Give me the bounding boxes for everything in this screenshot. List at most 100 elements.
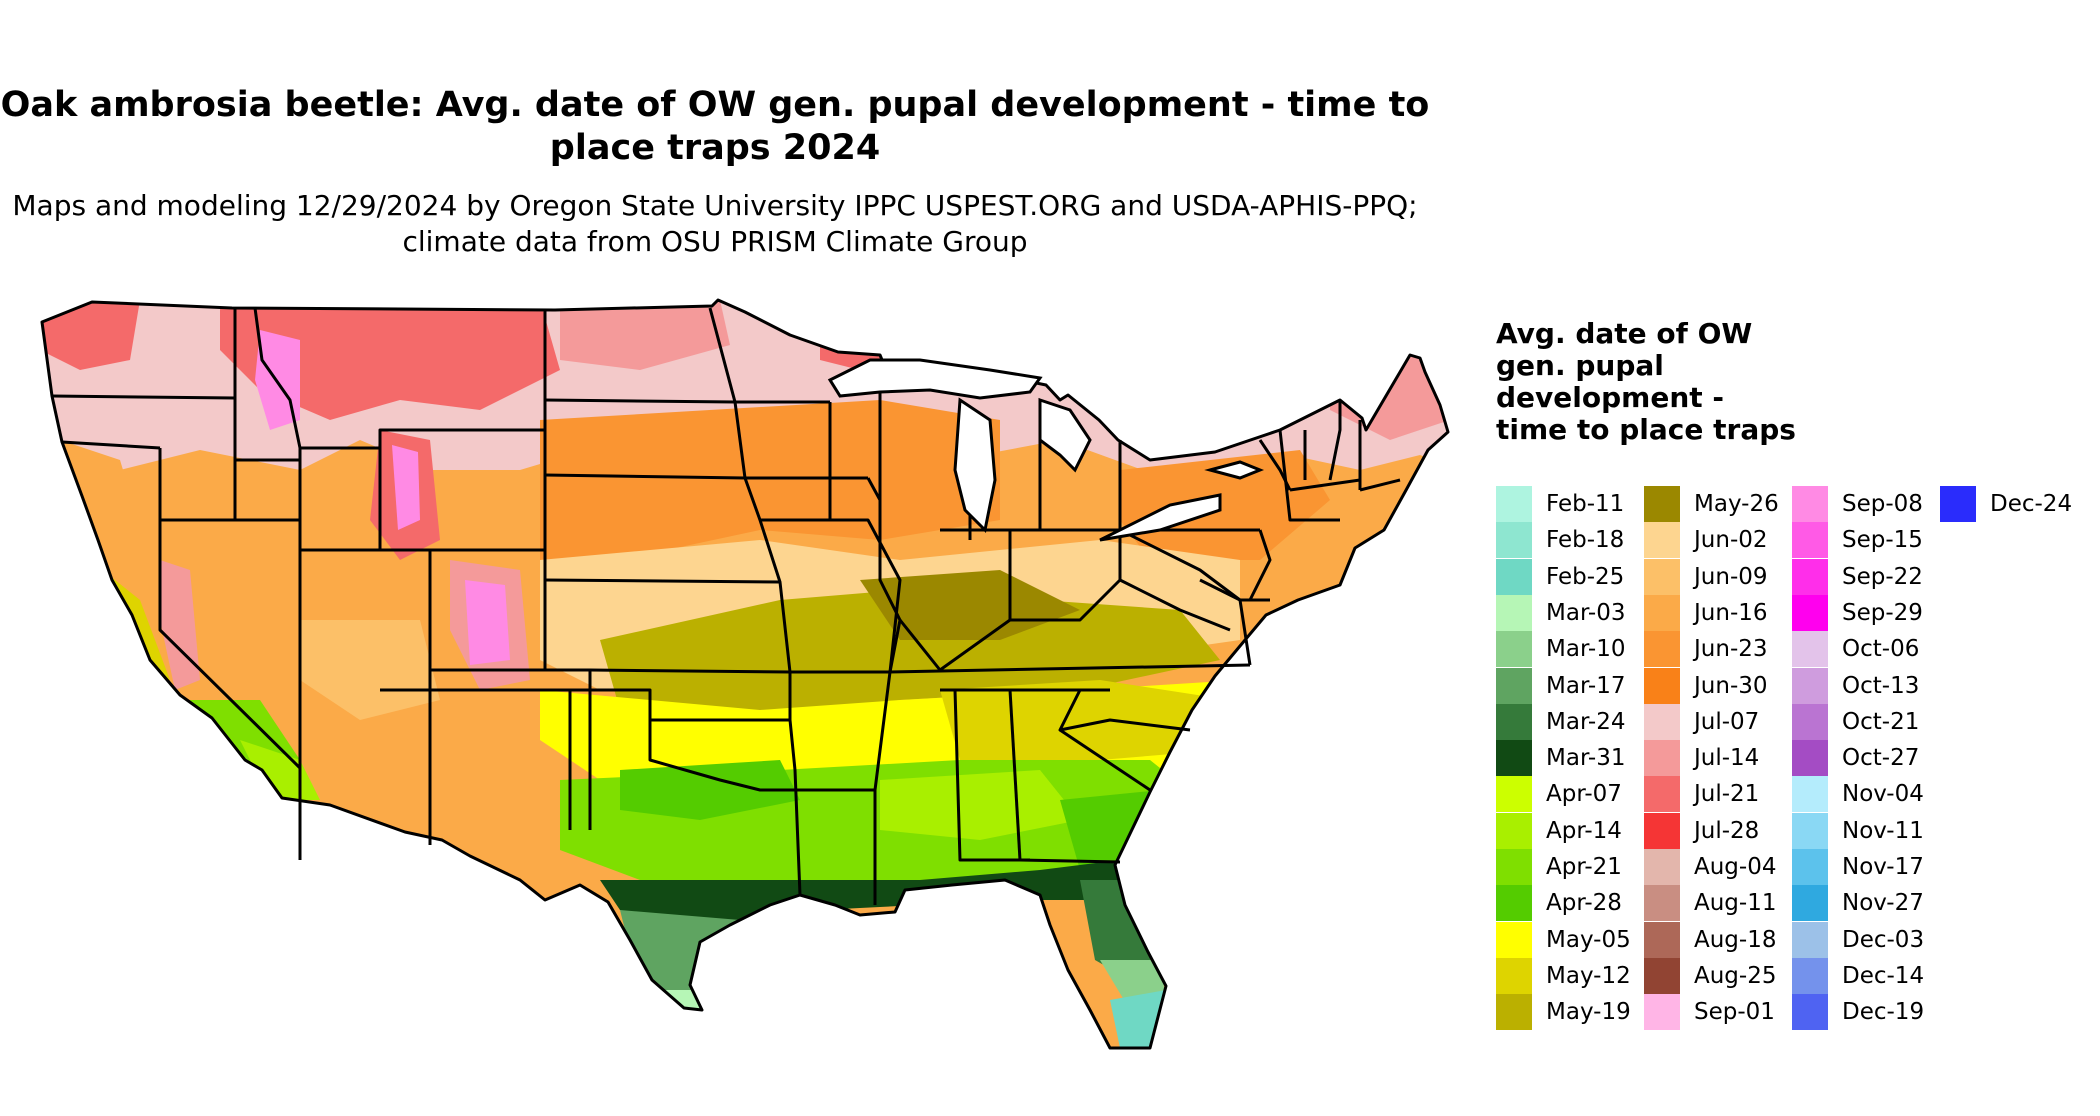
legend-swatch: [1644, 522, 1680, 559]
legend-swatch: [1644, 486, 1680, 522]
legend-item: Sep-22: [1792, 558, 1923, 595]
legend-label: Nov-27: [1842, 890, 1924, 917]
legend-label: Oct-27: [1842, 745, 1920, 772]
legend-item: Mar-10: [1496, 631, 1626, 668]
legend-item: Sep-08: [1792, 486, 1923, 522]
legend-item: Sep-01: [1644, 994, 1775, 1031]
legend-swatch: [1496, 812, 1532, 849]
legend-item: Jun-09: [1644, 558, 1768, 595]
legend-swatch: [1792, 703, 1828, 740]
legend-swatch: [1792, 849, 1828, 885]
legend-swatch: [1644, 631, 1680, 668]
legend-label: Apr-21: [1546, 854, 1622, 880]
legend-swatch: [1496, 849, 1532, 885]
legend-label: Dec-24: [1990, 491, 2073, 517]
legend-item: Aug-18: [1644, 921, 1776, 958]
legend-label: May-26: [1694, 491, 1779, 517]
legend-item: Mar-31: [1496, 740, 1626, 777]
legend-item: Mar-17: [1496, 667, 1626, 704]
legend-swatch: [1496, 667, 1532, 704]
legend-label: Jun-23: [1694, 636, 1768, 663]
legend-label: Feb-18: [1546, 527, 1625, 554]
legend-item: Feb-18: [1496, 522, 1625, 559]
legend-item: May-26: [1644, 486, 1779, 522]
legend-label: Aug-11: [1694, 890, 1777, 917]
legend-label: Apr-07: [1546, 781, 1622, 808]
legend-label: Nov-04: [1842, 781, 1924, 808]
legend-label: Sep-15: [1842, 527, 1923, 554]
state-borders: [40, 298, 1450, 1050]
legend-item: Oct-27: [1792, 740, 1920, 777]
legend-swatch: [1496, 631, 1532, 668]
legend-swatch: [1496, 522, 1532, 559]
legend-label: Apr-28: [1546, 890, 1622, 917]
legend-item: Dec-14: [1792, 957, 1925, 994]
legend-item: Nov-11: [1792, 812, 1924, 849]
legend-label: Oct-21: [1842, 708, 1920, 735]
legend-swatch: [1792, 812, 1828, 849]
legend-label: Nov-17: [1842, 854, 1924, 880]
legend-label: Mar-24: [1546, 708, 1626, 735]
phenology-raster: [42, 300, 1448, 1048]
legend-item: May-19: [1496, 994, 1631, 1031]
legend-item: Nov-04: [1792, 776, 1924, 813]
map-title: Oak ambrosia beetle: Avg. date of OW gen…: [0, 85, 1430, 168]
legend-swatch: [1496, 957, 1532, 994]
legend-label: Jul-28: [1694, 817, 1760, 844]
legend-item: Sep-15: [1792, 522, 1923, 559]
legend-swatch: [1792, 594, 1828, 631]
legend-item: Jul-14: [1644, 740, 1759, 777]
legend-label: Nov-11: [1842, 817, 1924, 844]
legend-label: Mar-31: [1546, 745, 1626, 772]
legend-item: Aug-11: [1644, 885, 1777, 922]
legend-item: Jun-02: [1644, 522, 1768, 559]
legend-swatch: [1644, 885, 1680, 922]
legend-label: May-19: [1546, 999, 1631, 1026]
legend-label: Mar-10: [1546, 636, 1626, 663]
legend-label: Mar-17: [1546, 672, 1626, 699]
legend-swatch: [1792, 776, 1828, 813]
legend-label: Oct-06: [1842, 636, 1920, 663]
legend-label: Dec-19: [1842, 999, 1925, 1026]
legend-swatch: [1792, 486, 1828, 522]
legend-label: Feb-11: [1546, 491, 1625, 517]
legend-swatch: [1940, 486, 1976, 522]
legend-swatch: [1792, 667, 1828, 704]
legend-item: May-12: [1496, 957, 1631, 994]
legend-label: Jun-09: [1694, 563, 1768, 590]
legend-item: Nov-17: [1792, 849, 1924, 885]
legend-swatch: [1644, 849, 1680, 885]
legend-label: Dec-14: [1842, 962, 1925, 989]
legend-label: Jun-16: [1694, 599, 1768, 626]
legend-item: Aug-25: [1644, 957, 1777, 994]
legend-swatch: [1792, 558, 1828, 595]
legend-item: Apr-07: [1496, 776, 1622, 813]
legend-label: Sep-01: [1694, 999, 1775, 1026]
legend-label: Sep-22: [1842, 563, 1923, 590]
legend-swatch: [1496, 703, 1532, 740]
legend-item: Jul-21: [1644, 776, 1759, 813]
legend-item: Jun-30: [1644, 667, 1768, 704]
legend-item: Oct-06: [1792, 631, 1920, 668]
legend-label: Jul-07: [1694, 708, 1760, 735]
legend-label: Jun-30: [1694, 672, 1768, 699]
legend-item: Aug-04: [1644, 849, 1776, 885]
legend-item: May-05: [1496, 921, 1631, 958]
legend-swatch: [1644, 740, 1680, 777]
legend-swatch: [1644, 812, 1680, 849]
legend-swatch: [1496, 994, 1532, 1031]
legend-item: Sep-29: [1792, 594, 1923, 631]
legend-swatch: [1496, 921, 1532, 958]
legend-swatch: [1496, 776, 1532, 813]
legend-swatch: [1644, 776, 1680, 813]
legend-swatch: [1792, 740, 1828, 777]
legend-item: Mar-03: [1496, 594, 1626, 631]
legend-swatch: [1792, 631, 1828, 668]
legend-item: Oct-13: [1792, 667, 1919, 704]
legend-swatch: [1792, 522, 1828, 559]
legend-label: Aug-25: [1694, 962, 1777, 989]
legend-item: Apr-28: [1496, 885, 1622, 922]
legend-swatch: [1496, 486, 1532, 522]
legend-item: Dec-24: [1940, 486, 2072, 522]
legend-swatch: [1792, 957, 1828, 994]
